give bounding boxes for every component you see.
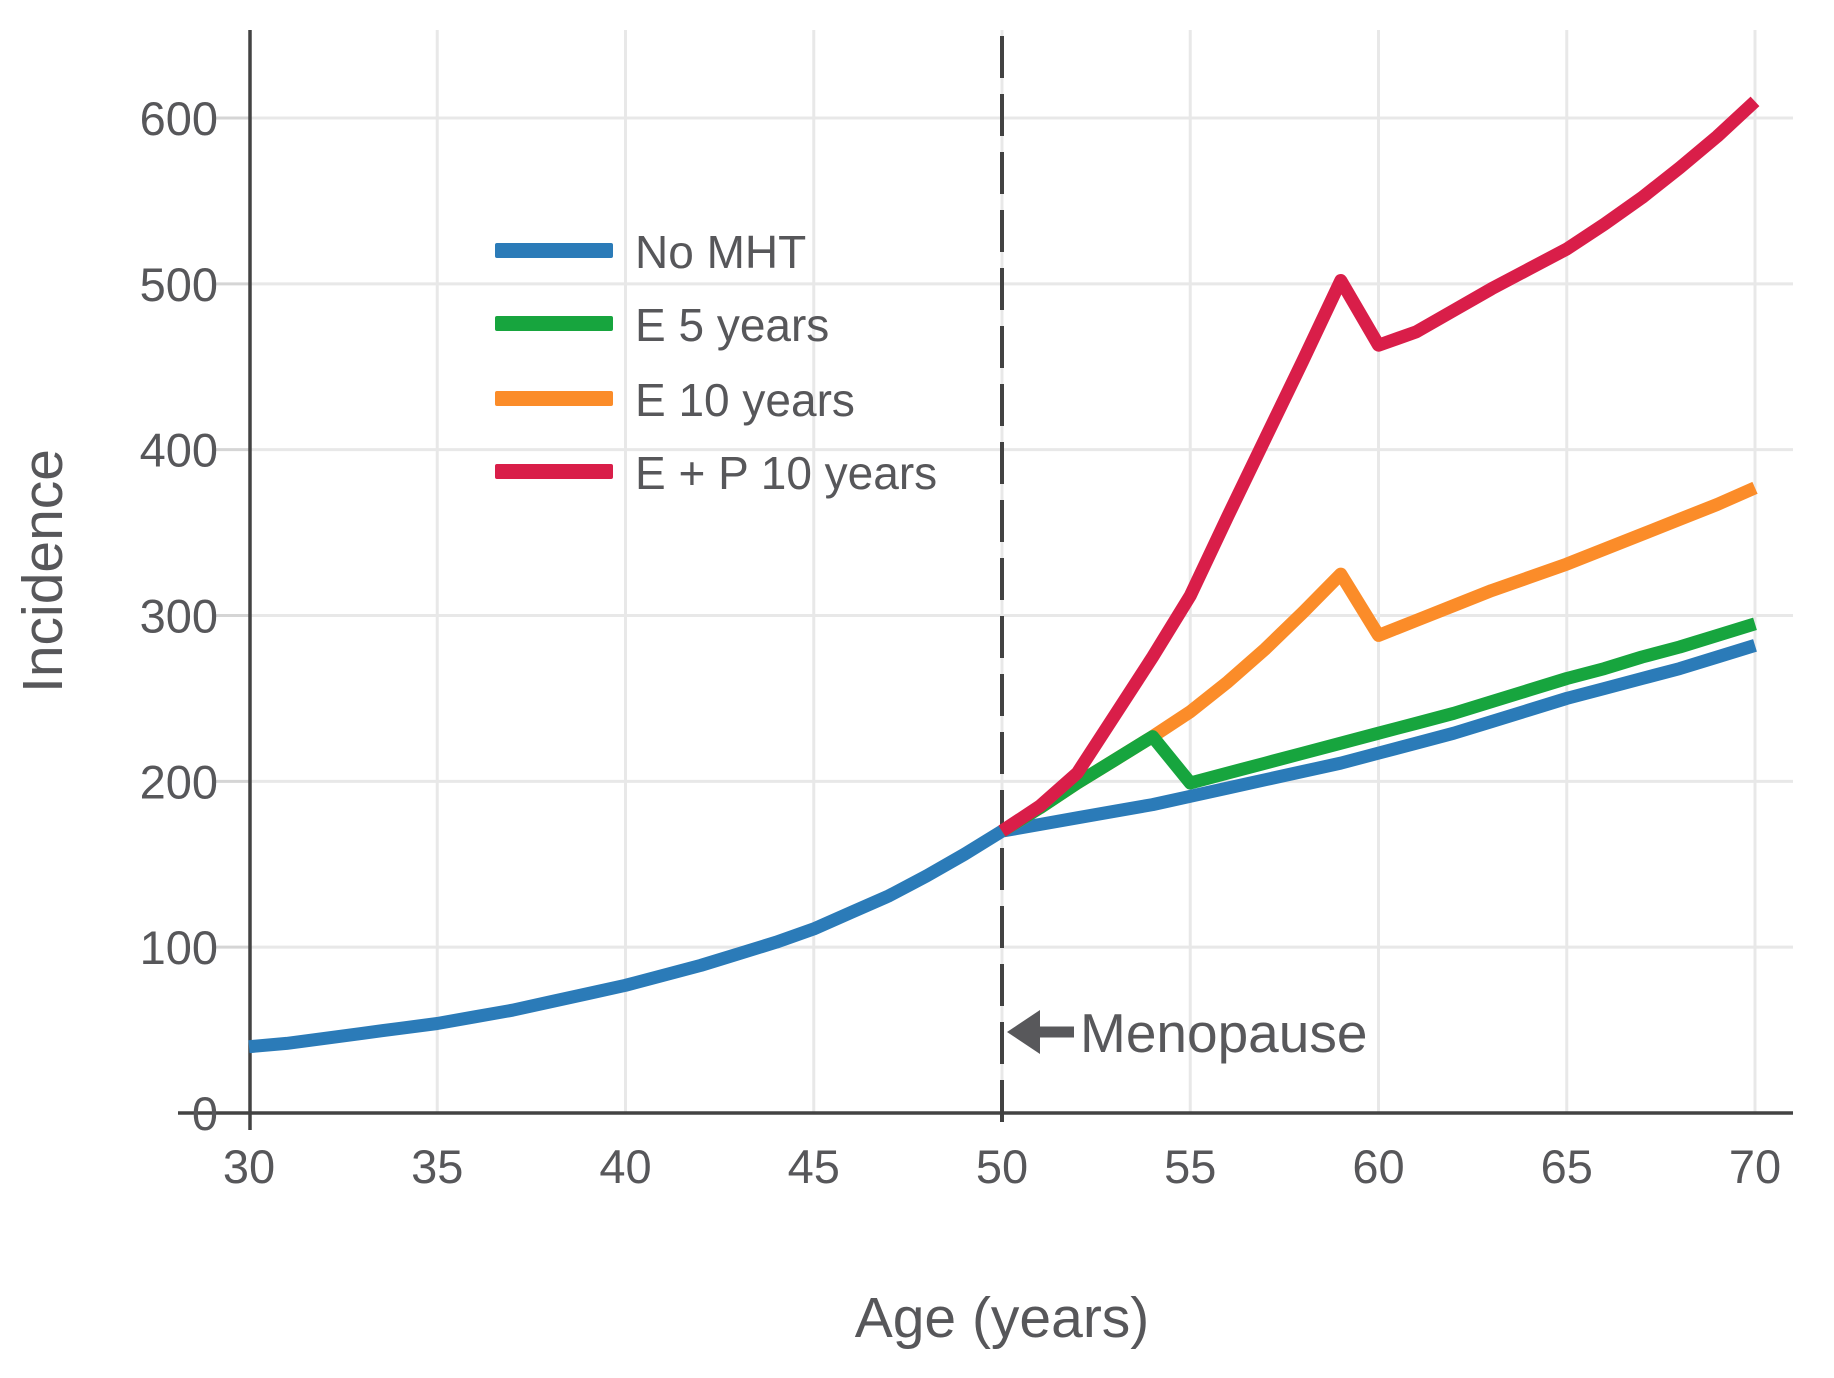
- x-tick-label: 55: [1164, 1140, 1216, 1193]
- legend-label-e-10-years: E 10 years: [635, 374, 855, 426]
- y-axis-title: Incidence: [11, 449, 75, 693]
- x-tick-label: 40: [599, 1140, 651, 1193]
- menopause-arrow-shaft: [1036, 1026, 1074, 1038]
- legend-swatch-e-10-years: [495, 391, 613, 406]
- legend-swatch-e-5-years: [495, 316, 613, 331]
- x-tick-label: 45: [788, 1140, 840, 1193]
- menopause-arrow-icon: [1007, 1010, 1040, 1054]
- menopause-label: Menopause: [1080, 1002, 1367, 1064]
- axes-layer: [178, 30, 1793, 1130]
- menopause-annotation: Menopause: [1007, 1002, 1367, 1064]
- legend-label-no-mht: No MHT: [635, 226, 806, 278]
- y-tick-label: 600: [140, 92, 218, 145]
- y-tick-label: 100: [140, 921, 218, 974]
- legend-swatch-no-mht: [495, 243, 613, 258]
- tick-label-layer: 30 35 40 45 50 55 60 65 70 0 100 200 300 400 500 600: [140, 92, 1782, 1193]
- y-tick-label: 200: [140, 755, 218, 808]
- x-tick-label: 50: [976, 1140, 1028, 1193]
- legend-swatch-e-p-10-years: [495, 464, 613, 479]
- y-tick-label: 0: [192, 1087, 218, 1140]
- series-layer: [248, 96, 1760, 1054]
- y-tick-label: 400: [140, 424, 218, 477]
- x-tick-label: 35: [411, 1140, 463, 1193]
- y-tick-label: 300: [140, 590, 218, 643]
- x-tick-label: 60: [1352, 1140, 1404, 1193]
- legend-label-e-5-years: E 5 years: [635, 299, 829, 351]
- series-line-e-5-years: [998, 617, 1757, 837]
- legend: No MHT E 5 years E 10 years E + P 10 years: [495, 226, 937, 499]
- x-tick-label: 30: [223, 1140, 275, 1193]
- grid-layer: [249, 30, 1793, 1113]
- series-line-e-p-10-years: [998, 96, 1760, 837]
- x-axis-title: Age (years): [855, 1286, 1150, 1350]
- y-tick-label: 500: [140, 258, 218, 311]
- legend-label-e-p-10-years: E + P 10 years: [635, 447, 937, 499]
- x-tick-label: 65: [1541, 1140, 1593, 1193]
- x-tick-label: 70: [1729, 1140, 1781, 1193]
